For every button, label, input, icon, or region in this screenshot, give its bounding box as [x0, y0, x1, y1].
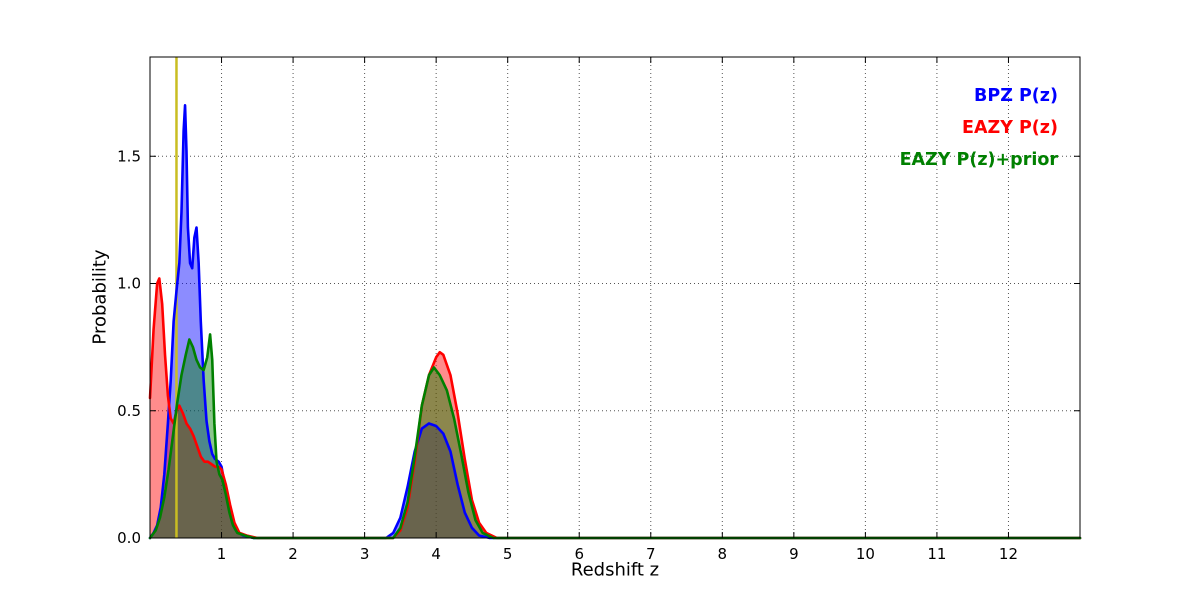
axes-frame: [149, 56, 1081, 539]
legend: BPZ P(z) EAZY P(z) EAZY P(z)+prior: [900, 80, 1058, 176]
x-tick-label: 5: [503, 545, 513, 563]
series-line-bpz-pz: [148, 104, 1082, 540]
x-tick-label: 10: [856, 545, 875, 563]
x-axis-title: Redshift z: [570, 559, 660, 581]
y-axis-title: Probability: [89, 249, 111, 345]
legend-item-eazy-pz: EAZY P(z): [962, 118, 1058, 138]
legend-item-bpz-pz: BPZ P(z): [974, 86, 1058, 106]
x-tick-label: 12: [999, 545, 1018, 563]
x-tick-label: 11: [927, 545, 946, 563]
y-tick-label: 0.5: [117, 402, 141, 420]
plot-background: [150, 57, 1080, 538]
y-tick-label: 0.0: [117, 529, 141, 547]
x-tick-label: 1: [217, 545, 227, 563]
series-line-eazy-pz-prior: [148, 333, 1082, 540]
x-tick-label: 8: [718, 545, 728, 563]
y-tick-label: 1.5: [117, 147, 141, 165]
x-tick-label: 3: [360, 545, 370, 563]
x-tick-label: 4: [431, 545, 441, 563]
x-tick-label: 7: [646, 545, 656, 563]
x-tick-label: 6: [574, 545, 584, 563]
legend-item-eazy-pz-prior: EAZY P(z)+prior: [899, 150, 1058, 170]
x-tick-label: 2: [288, 545, 298, 563]
series-line-eazy-pz: [148, 277, 1082, 540]
x-tick-label: 9: [789, 545, 799, 563]
y-tick-label: 1.0: [117, 275, 141, 293]
